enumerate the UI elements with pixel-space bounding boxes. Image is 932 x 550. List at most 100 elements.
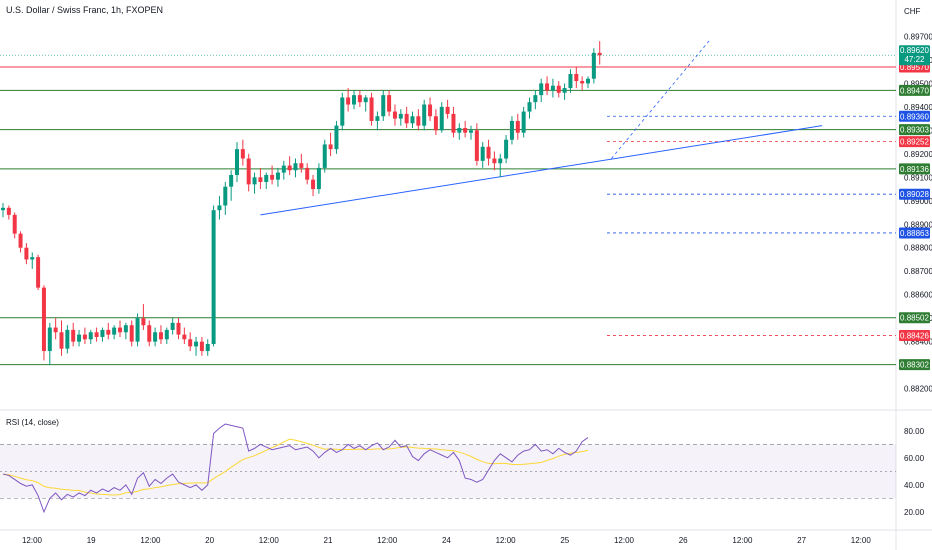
level-label: 0.89470 xyxy=(900,86,929,95)
candle-body xyxy=(404,113,409,124)
x-tick-label: 21 xyxy=(324,536,333,545)
candle-body xyxy=(264,174,269,182)
y-tick-label: 0.89500 xyxy=(904,79,932,88)
x-tick-label: 12:00 xyxy=(377,536,398,545)
candle-body xyxy=(352,95,356,105)
candle-body xyxy=(82,334,87,340)
candle-body xyxy=(562,88,567,93)
rsi-line xyxy=(2,423,589,514)
candle-body xyxy=(205,344,210,352)
candle-body xyxy=(153,332,158,342)
y-tick-label: 0.89000 xyxy=(904,197,932,206)
candle-body xyxy=(194,341,199,347)
x-tick-label: 20 xyxy=(205,536,214,545)
candle-body xyxy=(1,207,5,211)
candle-body xyxy=(53,327,58,333)
candle-body xyxy=(422,104,427,126)
level-label: 0.88302 xyxy=(900,361,929,370)
candle-body xyxy=(340,97,345,126)
y-tick-label: 0.88700 xyxy=(904,267,932,276)
candle-body xyxy=(492,158,497,164)
candle-body xyxy=(580,81,585,84)
rsi-tick-label: 80.00 xyxy=(904,427,925,436)
candle-body xyxy=(509,120,514,140)
candle-body xyxy=(527,102,532,112)
candle-body xyxy=(147,325,152,342)
candle-body xyxy=(240,149,245,159)
target-label: 0.88863 xyxy=(900,229,929,238)
candle-body xyxy=(176,322,181,335)
candle-body xyxy=(369,97,374,121)
candle-body xyxy=(363,97,368,103)
candle-body xyxy=(123,325,128,333)
candle-body xyxy=(100,329,105,337)
candle-body xyxy=(381,95,386,117)
level-label: 0.89136 xyxy=(900,165,929,174)
candle-body xyxy=(77,334,82,342)
candle-body xyxy=(428,104,433,117)
candle-body xyxy=(299,163,304,168)
candle-body xyxy=(521,111,526,133)
candle-body xyxy=(112,327,117,335)
candle-body xyxy=(387,95,392,112)
level-tag xyxy=(899,163,930,175)
candle-body xyxy=(469,130,473,133)
x-tick-label: 12:00 xyxy=(259,536,280,545)
candle-body xyxy=(129,325,134,342)
candle-body xyxy=(164,329,169,340)
countdown-label: 47:22 xyxy=(904,55,925,64)
candle-body xyxy=(375,116,380,121)
candle-body xyxy=(246,158,251,185)
x-tick-label: 12:00 xyxy=(851,536,872,545)
candle-body xyxy=(445,106,450,114)
current-price-label: 0.89620 xyxy=(900,46,929,55)
candle-body xyxy=(6,207,11,215)
candle-body xyxy=(270,174,275,180)
candle-body xyxy=(433,116,438,131)
candle-body xyxy=(170,322,175,330)
current-price-tag xyxy=(899,45,930,66)
target-label: 0.89028 xyxy=(900,190,929,199)
candle-body xyxy=(539,83,544,96)
candle-body xyxy=(287,165,292,171)
channel-line xyxy=(611,38,712,159)
candle-body xyxy=(217,205,222,211)
candle-body xyxy=(311,179,316,190)
x-tick-label: 12:00 xyxy=(22,536,43,545)
target-label: 0.88426 xyxy=(900,332,929,341)
candle-body xyxy=(229,174,234,187)
candle-body xyxy=(586,78,590,84)
y-tick-label: 0.89100 xyxy=(904,173,932,182)
trendline xyxy=(260,125,823,216)
candle-body xyxy=(135,318,140,342)
candle-body xyxy=(281,165,286,173)
x-tick-label: 12:00 xyxy=(732,536,753,545)
candle-body xyxy=(188,339,193,347)
level-tag xyxy=(899,124,930,136)
candle-body xyxy=(71,329,76,342)
target-label: 0.89360 xyxy=(900,112,929,121)
candle-body xyxy=(451,113,456,133)
candle-body xyxy=(328,144,333,150)
rsi-title: RSI (14, close) xyxy=(6,418,59,427)
candle-body xyxy=(346,97,351,105)
candle-body xyxy=(591,52,596,79)
candle-body xyxy=(211,210,216,344)
candle-body xyxy=(275,172,280,180)
candle-body xyxy=(556,85,561,93)
symbol-title: U.S. Dollar / Swiss Franc, 1h, FXOPEN xyxy=(6,5,164,15)
level-tag xyxy=(899,84,930,96)
candle-body xyxy=(515,120,520,133)
candle-body xyxy=(30,257,35,260)
x-tick-label: 12:00 xyxy=(614,536,635,545)
candle-body xyxy=(18,233,23,248)
target-tag xyxy=(899,136,930,148)
candle-body xyxy=(252,177,257,185)
candle-body xyxy=(41,287,46,352)
candle-body xyxy=(410,116,415,124)
candle-body xyxy=(141,318,146,326)
candle-body xyxy=(416,116,421,126)
rsi-tick-label: 40.00 xyxy=(904,481,925,490)
x-tick-label: 24 xyxy=(442,536,451,545)
